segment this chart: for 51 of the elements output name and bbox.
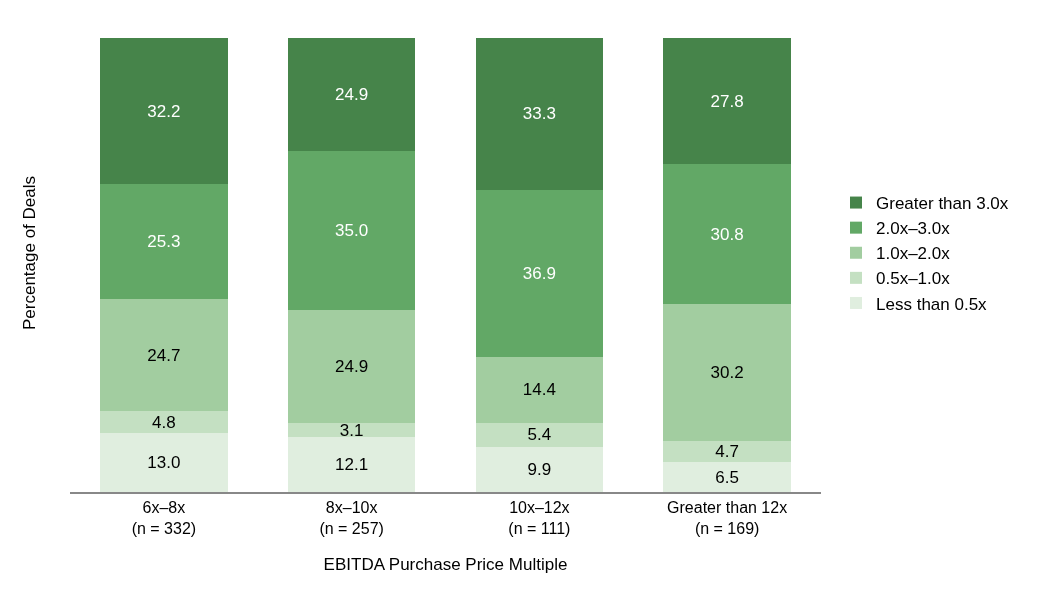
bar xyxy=(287,309,416,423)
bar xyxy=(475,357,604,423)
y-axis-title: Percentage of Deals xyxy=(19,175,39,331)
data-label: 24.9 xyxy=(335,84,369,104)
x-tick-label: Greater than 12x (n = 169) xyxy=(667,498,788,537)
bar xyxy=(475,189,604,358)
bar xyxy=(100,184,228,300)
bar xyxy=(100,411,228,433)
bar xyxy=(663,164,791,304)
data-label: 3.1 xyxy=(339,420,364,440)
x-axis-title: EBITDA Purchase Price Multiple xyxy=(323,554,568,574)
data-label: 36.9 xyxy=(522,263,556,283)
data-label: 9.9 xyxy=(527,460,552,480)
legend-label: 1.0x–2.0x xyxy=(876,244,951,264)
data-label: 25.3 xyxy=(147,232,181,252)
data-label: 24.9 xyxy=(335,356,369,376)
bar xyxy=(287,422,416,438)
bar xyxy=(663,304,791,442)
data-label: 14.4 xyxy=(522,380,556,400)
bar xyxy=(287,37,416,151)
bar xyxy=(287,437,416,492)
x-tick-label: 10x–12x (n = 111) xyxy=(508,498,571,537)
bar xyxy=(100,37,228,185)
data-label: 30.2 xyxy=(710,363,744,383)
bar xyxy=(475,422,604,448)
data-label: 30.8 xyxy=(710,224,744,244)
bar xyxy=(663,462,791,492)
data-label: 4.7 xyxy=(715,442,739,462)
bar xyxy=(287,150,416,310)
x-tick-label: 8x–10x (n = 257) xyxy=(319,498,384,537)
bar xyxy=(100,432,228,492)
bar xyxy=(100,299,228,412)
data-label: 27.8 xyxy=(710,91,744,111)
data-label: 32.2 xyxy=(147,101,181,121)
data-label: 4.8 xyxy=(152,412,176,432)
legend-label: Greater than 3.0x xyxy=(876,194,1009,214)
bar xyxy=(475,38,604,190)
legend-label: 0.5x–1.0x xyxy=(876,269,951,289)
data-label: 24.7 xyxy=(147,345,181,365)
data-label: 33.3 xyxy=(522,104,556,124)
data-label: 5.4 xyxy=(527,425,552,445)
data-label: 35.0 xyxy=(335,220,369,240)
x-tick-label: 6x–8x (n = 332) xyxy=(131,498,197,537)
data-label: 13.0 xyxy=(147,452,181,472)
legend-label: Less than 0.5x xyxy=(876,294,988,314)
data-label: 6.5 xyxy=(715,467,739,487)
bar xyxy=(663,441,791,463)
bar xyxy=(475,447,604,492)
legend-label: 2.0x–3.0x xyxy=(876,219,951,239)
bar xyxy=(663,37,791,165)
data-label: 12.1 xyxy=(335,455,369,475)
